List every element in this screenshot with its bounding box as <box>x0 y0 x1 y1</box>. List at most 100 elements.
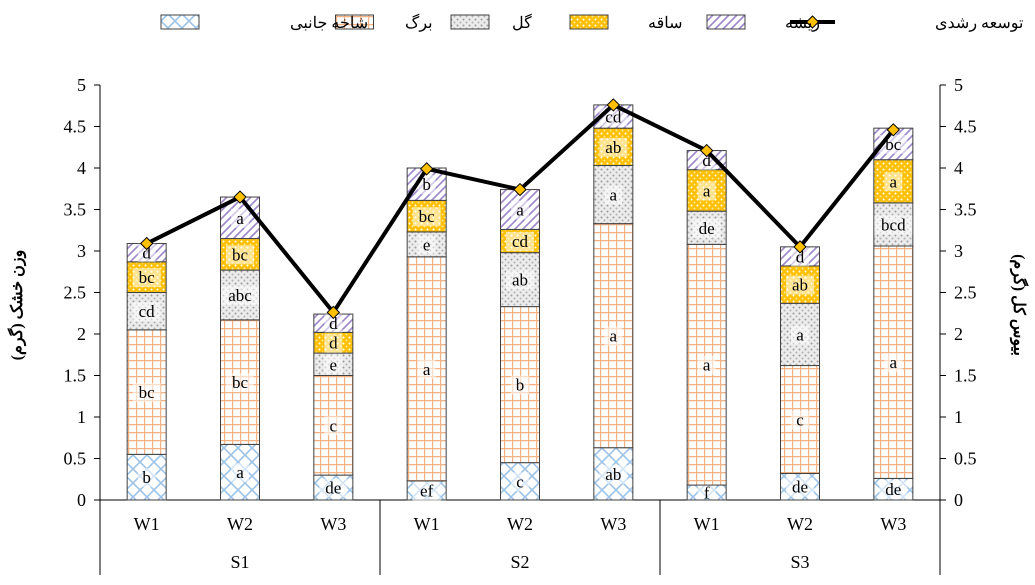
y-tick-label: 0.5 <box>64 449 87 469</box>
legend-label: توسعه رشدی <box>935 15 1023 32</box>
segment-label-bg <box>884 353 903 373</box>
legend-label: ریشه <box>785 15 820 32</box>
legend-label: شاخه جانبی <box>290 15 368 32</box>
x-group-label: S3 <box>790 552 809 572</box>
y2-tick-label: 2 <box>954 324 963 344</box>
x-category-label: W1 <box>414 514 440 534</box>
y-tick-label: 2 <box>77 324 86 344</box>
segment-label-bg <box>511 200 529 220</box>
segment-label-bg <box>226 245 254 265</box>
segment-label: a <box>423 360 431 379</box>
x-category-label: W2 <box>227 514 253 534</box>
segment-label-bg <box>791 325 809 345</box>
segment-label: d <box>329 334 338 353</box>
segment-label: e <box>423 235 431 254</box>
segment-label: a <box>610 327 618 346</box>
segment-label: de <box>699 219 715 238</box>
segment-label: d <box>142 244 151 263</box>
segment-label: bc <box>885 135 902 154</box>
segment-label: bc <box>139 268 156 287</box>
y2-tick-label: 1.5 <box>954 366 977 386</box>
segment-label: abc <box>228 286 252 305</box>
y-tick-label: 5 <box>77 75 86 95</box>
segment-label-bg <box>221 285 259 305</box>
segment-label-bg <box>604 326 623 346</box>
segment-label-bg <box>132 268 161 288</box>
segment-label: a <box>516 201 524 220</box>
y-tick-label: 2.5 <box>64 283 87 303</box>
segment-label: c <box>796 410 804 429</box>
x-category-label: W3 <box>320 514 346 534</box>
y-tick-label: 3.5 <box>64 200 87 220</box>
x-group-label: S1 <box>230 552 249 572</box>
trend-marker <box>886 123 901 137</box>
segment-label-bg <box>137 243 156 262</box>
y2-tick-label: 0 <box>954 490 963 510</box>
legend-swatch <box>160 14 200 30</box>
segment-label: bc <box>139 383 156 402</box>
legend-swatch <box>450 14 490 30</box>
segment-label-bg <box>697 355 716 375</box>
segment-label-bg <box>324 333 343 353</box>
segment-label-bg <box>132 383 161 403</box>
y2-tick-label: 5 <box>954 75 963 95</box>
legend-swatch <box>335 14 374 30</box>
segment-label-bg <box>324 314 343 333</box>
segment-label: bc <box>419 207 436 226</box>
axes: 0 0 0.5 0.5 1 1 1.5 1.5 2 2 2.5 2.5 3 3 3.5 3.5 4 4 4.5 4.5… <box>64 75 977 510</box>
y-tick-label: 1.5 <box>64 366 87 386</box>
segment-label-bg <box>226 373 254 393</box>
segment-label-bg <box>786 477 814 497</box>
segment-label-bg <box>231 463 249 483</box>
segment-label: a <box>796 325 804 344</box>
bars: bbccdbcdabcabcbcadeceddefaebcbcbabcdaaba… <box>126 104 914 503</box>
x-category-label: W3 <box>600 514 626 534</box>
legend-swatch-marker <box>805 15 820 29</box>
x-category-label: W3 <box>880 514 906 534</box>
segment-label: ab <box>792 276 808 295</box>
legend-swatch <box>569 14 609 30</box>
x-category-label: W1 <box>694 514 720 534</box>
segment-label: b <box>516 376 525 395</box>
y2-tick-label: 3 <box>954 241 963 261</box>
y2-tick-label: 3.5 <box>954 200 977 220</box>
y2-tick-label: 4.5 <box>954 117 977 137</box>
segment-label-bg <box>417 235 436 255</box>
segment-label-bg <box>417 359 436 379</box>
trend-marker <box>793 240 807 254</box>
segment-label: ef <box>420 481 434 500</box>
x-category-label: W2 <box>507 514 533 534</box>
segment-label-bg <box>511 472 529 492</box>
segment-label-bg <box>599 464 628 484</box>
segment-label-bg <box>786 275 814 295</box>
segment-label-bg <box>874 215 913 235</box>
trend-marker <box>699 143 714 158</box>
segment-label-bg <box>791 247 809 267</box>
x-category-label: W1 <box>134 514 160 534</box>
legend-label: برگ <box>405 13 433 32</box>
segment-label-bg <box>137 468 156 488</box>
segment-label: a <box>236 209 244 228</box>
segment-label-bg <box>884 172 903 192</box>
segment-label: b <box>422 175 431 194</box>
trend-marker <box>233 190 247 204</box>
segment-label: ab <box>605 465 621 484</box>
x-category-label: W2 <box>787 514 813 534</box>
y-tick-label: 4.5 <box>64 117 87 137</box>
y2-tick-label: 4 <box>954 158 963 178</box>
segment-label-bg <box>412 481 441 501</box>
segment-label-bg <box>697 181 716 201</box>
segment-label-bg <box>319 478 348 498</box>
segment-label: e <box>330 355 338 374</box>
segment-label-bg <box>506 270 534 290</box>
trend-marker <box>606 98 621 112</box>
segment-label: cd <box>139 302 156 321</box>
segment-label: b <box>142 468 151 487</box>
segment-label: c <box>516 472 524 491</box>
trend-marker <box>419 162 434 176</box>
segment-label: cd <box>512 232 529 251</box>
segment-label-bg <box>231 208 249 228</box>
y-tick-label: 1 <box>77 407 86 427</box>
segment-label-bg <box>697 483 716 499</box>
